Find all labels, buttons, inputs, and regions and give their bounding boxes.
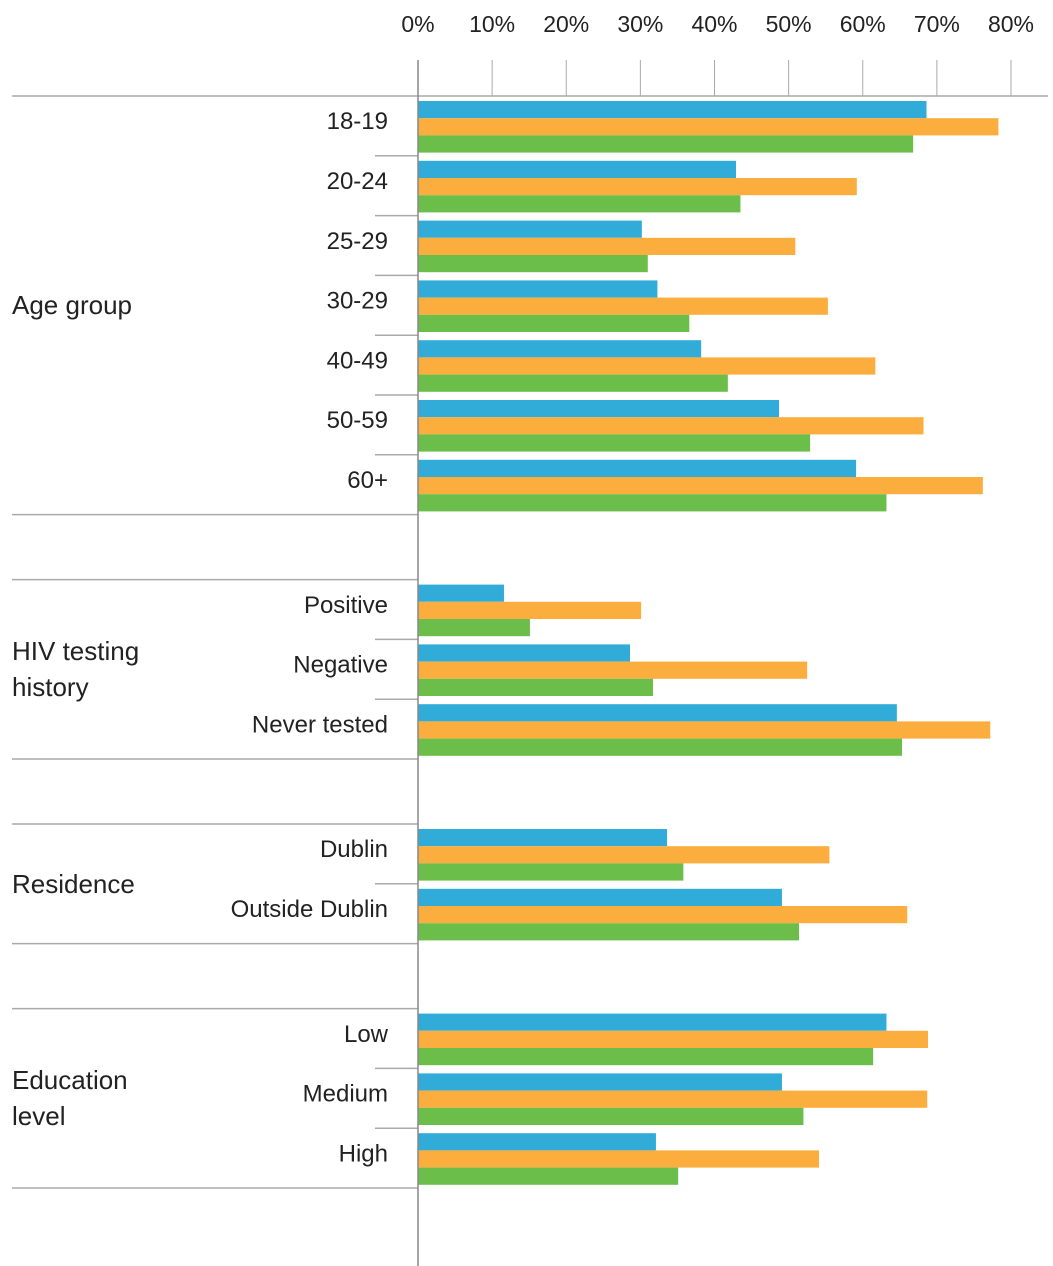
bar [418, 314, 690, 332]
group-label: Residence [12, 868, 135, 899]
x-tick-label: 10% [469, 11, 515, 37]
bar [418, 1030, 928, 1048]
bar [418, 704, 897, 722]
bar [418, 1167, 679, 1185]
bar [418, 619, 530, 637]
bar [418, 738, 903, 756]
bar [418, 400, 779, 418]
category-label: Medium [303, 1081, 388, 1108]
category-label: 18-19 [327, 108, 388, 135]
x-tick-label: 50% [766, 11, 812, 37]
category-label: Outside Dublin [231, 896, 388, 923]
category-label: 20-24 [327, 168, 388, 195]
bar [418, 863, 684, 881]
bar [418, 178, 857, 196]
category-label: 30-29 [327, 288, 388, 315]
bar [418, 160, 736, 178]
bar [418, 135, 914, 153]
category-label: Never tested [252, 711, 388, 738]
bar [418, 601, 642, 619]
x-tick-label: 0% [401, 11, 434, 37]
x-tick-label: 30% [617, 11, 663, 37]
bar [418, 255, 648, 273]
group-label: Age group [12, 290, 132, 321]
category-label: 60+ [347, 467, 388, 494]
category-label: 40-49 [327, 347, 388, 374]
bar [418, 829, 668, 847]
bar [418, 1090, 928, 1108]
bar [418, 297, 828, 315]
bar [418, 678, 653, 696]
bar [418, 721, 991, 739]
bar [418, 1013, 887, 1031]
bar [418, 888, 782, 906]
bar [418, 118, 999, 136]
category-label: Positive [304, 592, 388, 619]
bar [418, 1048, 874, 1066]
bar [418, 1073, 782, 1091]
category-label: Negative [293, 652, 388, 679]
bar [418, 101, 927, 119]
x-tick-label: 40% [691, 11, 737, 37]
bar [418, 846, 830, 864]
bar [418, 340, 702, 358]
bar [418, 237, 796, 255]
bar [418, 374, 728, 392]
bar [418, 644, 630, 662]
x-tick-label: 60% [840, 11, 886, 37]
bar [418, 280, 658, 298]
group-label: HIV testing history [12, 636, 140, 703]
bar [418, 584, 504, 602]
bar [418, 417, 924, 435]
category-label: 50-59 [327, 407, 388, 434]
x-tick-label: 80% [988, 11, 1034, 37]
bar [418, 477, 983, 495]
category-label: High [339, 1140, 388, 1167]
bar [418, 195, 741, 213]
bar [418, 357, 876, 375]
bar [418, 1133, 656, 1151]
bar [418, 923, 800, 941]
bar [418, 1150, 820, 1168]
bar [418, 220, 642, 238]
category-label: Low [344, 1021, 389, 1048]
bar [418, 661, 808, 679]
bar [418, 459, 857, 477]
x-tick-label: 20% [543, 11, 589, 37]
bar [418, 1107, 804, 1125]
bar [418, 906, 908, 924]
x-tick-label: 70% [914, 11, 960, 37]
bar [418, 494, 887, 512]
category-label: 25-29 [327, 228, 388, 255]
group-label: Education level [12, 1065, 128, 1132]
bar [418, 434, 811, 452]
category-label: Dublin [320, 836, 388, 863]
